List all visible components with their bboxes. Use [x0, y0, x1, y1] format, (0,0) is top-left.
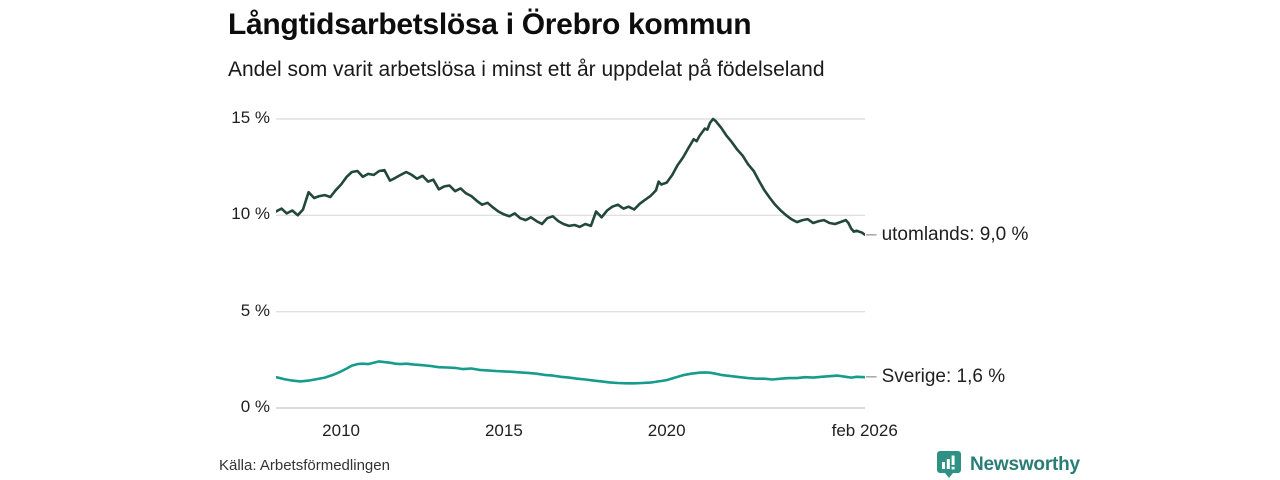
newsworthy-logo: Newsworthy	[936, 450, 1080, 479]
x-axis-tick-label: feb 2026	[831, 421, 898, 440]
label-connector-dash: –	[866, 223, 877, 245]
series-end-label-text: utomlands: 9,0 %	[881, 223, 1029, 245]
bar-chart-badge-icon	[937, 451, 961, 478]
y-axis-tick-label: 5 %	[240, 300, 270, 320]
source-note: Källa: Arbetsförmedlingen	[219, 457, 390, 474]
chart-subtitle: Andel som varit arbetslösa i minst ett å…	[228, 58, 825, 81]
y-axis-tick-label: 0 %	[240, 397, 270, 416]
page-title: Långtidsarbetslösa i Örebro kommun	[228, 8, 752, 41]
plot-area	[276, 117, 865, 409]
x-axis-tick-label: 2015	[484, 421, 523, 440]
label-connector-dash: –	[866, 366, 877, 388]
series-line-utomlands	[276, 117, 865, 236]
y-axis-tick-label: 10 %	[231, 204, 270, 224]
y-axis-tick-label: 15 %	[231, 108, 270, 127]
series-end-label-utomlands: – utomlands: 9,0 %	[866, 224, 1028, 246]
series-line-Sverige	[276, 360, 865, 385]
brand-name: Newsworthy	[970, 453, 1080, 475]
x-axis-tick-label: 2010	[322, 421, 360, 440]
series-end-label-text: Sverige: 1,6 %	[881, 366, 1006, 388]
x-axis-tick-label: 2020	[647, 421, 686, 440]
series-end-label-Sverige: – Sverige: 1,6 %	[866, 366, 1005, 388]
